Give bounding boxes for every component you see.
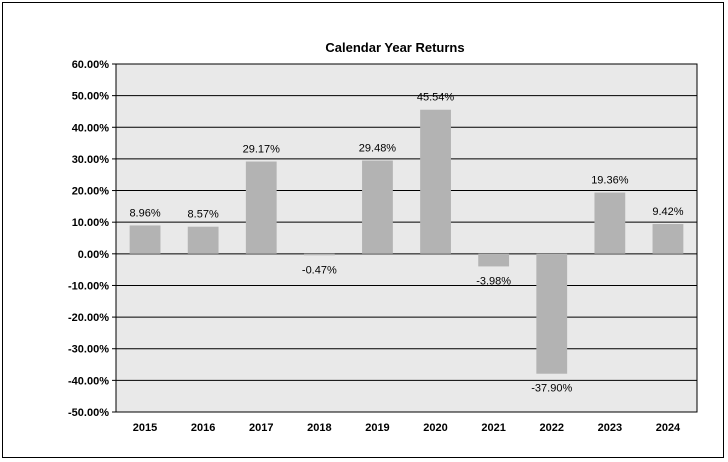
bar-2023 (594, 192, 626, 254)
x-tick-label: 2019 (365, 422, 389, 434)
bar-2019 (362, 160, 393, 254)
x-tick-label: 2024 (656, 422, 681, 434)
y-tick-label: -20.00% (68, 312, 109, 324)
y-tick-label: 10.00% (72, 217, 110, 229)
bar-2020 (420, 109, 451, 254)
bar-2021 (478, 253, 510, 267)
data-label: 29.48% (359, 143, 397, 155)
data-label: 45.54% (417, 92, 455, 104)
bar-2022 (536, 253, 568, 374)
data-label: -0.47% (302, 264, 337, 276)
bar-2017 (245, 161, 277, 254)
gridlines (116, 63, 697, 413)
data-label: 9.42% (652, 206, 683, 218)
chart-title: Calendar Year Returns (325, 40, 464, 55)
y-tick-label: -30.00% (68, 344, 109, 356)
data-label: 8.57% (188, 209, 219, 221)
x-tick-label: 2016 (191, 422, 215, 434)
x-tick-label: 2015 (133, 422, 157, 434)
x-tick-label: 2017 (249, 422, 273, 434)
y-tick-label: -50.00% (68, 407, 109, 419)
y-tick-label: 0.00% (78, 249, 109, 261)
data-label: -3.98% (476, 275, 511, 287)
y-tick-label: 40.00% (72, 122, 110, 134)
y-tick-label: -10.00% (68, 280, 109, 292)
x-tick-label: 2021 (481, 422, 505, 434)
x-tick-label: 2023 (598, 422, 622, 434)
x-tick-label: 2018 (307, 422, 331, 434)
y-tick-label: 20.00% (72, 186, 110, 198)
x-tick-label: 2022 (540, 422, 564, 434)
y-tick-label: -40.00% (68, 375, 109, 387)
y-tick-label: 30.00% (72, 154, 110, 166)
data-label: 8.96% (129, 207, 160, 219)
x-axis: 2015 2016 2017 2018 2019 2020 2021 2022 2023 2024 (133, 422, 681, 434)
bar-2016 (187, 226, 219, 254)
bar-2018 (303, 253, 335, 256)
y-axis: 60.00% 50.00% 40.00% 30.00% 20.00% 10.00% 0.00… (68, 59, 117, 419)
x-tick-label: 2020 (423, 422, 447, 434)
data-label: -37.90% (531, 383, 572, 395)
data-label: 19.36% (591, 175, 629, 187)
bars (129, 109, 684, 374)
bar-2024 (652, 224, 684, 254)
data-labels: 8.96% 8.57% 29.17% -0.47% 29.48% 45.54% -3.98%… (129, 92, 683, 395)
y-tick-label: 50.00% (72, 91, 110, 103)
data-label: 29.17% (243, 144, 281, 156)
bar-2015 (129, 225, 161, 254)
y-tick-label: 60.00% (72, 59, 110, 71)
